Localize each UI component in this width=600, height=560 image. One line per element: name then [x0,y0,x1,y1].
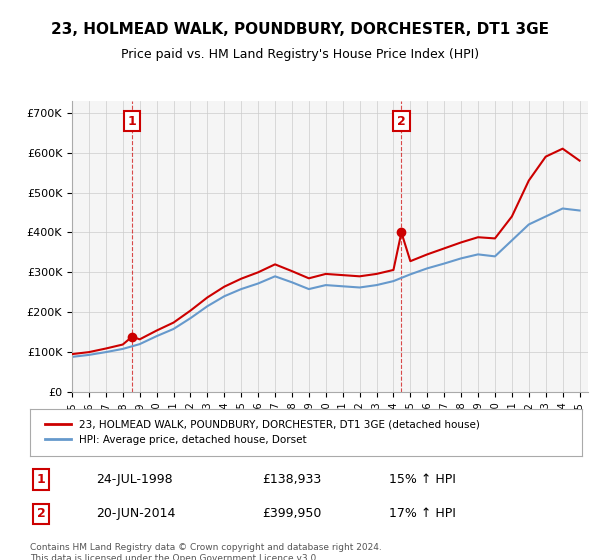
Text: 1: 1 [37,473,46,486]
Text: 23, HOLMEAD WALK, POUNDBURY, DORCHESTER, DT1 3GE: 23, HOLMEAD WALK, POUNDBURY, DORCHESTER,… [51,22,549,38]
Text: £138,933: £138,933 [262,473,321,486]
Text: Contains HM Land Registry data © Crown copyright and database right 2024.
This d: Contains HM Land Registry data © Crown c… [30,543,382,560]
Text: 17% ↑ HPI: 17% ↑ HPI [389,507,455,520]
Text: Price paid vs. HM Land Registry's House Price Index (HPI): Price paid vs. HM Land Registry's House … [121,48,479,60]
Text: 1: 1 [128,115,137,128]
Text: £399,950: £399,950 [262,507,321,520]
Text: 24-JUL-1998: 24-JUL-1998 [96,473,173,486]
Text: 2: 2 [37,507,46,520]
Legend: 23, HOLMEAD WALK, POUNDBURY, DORCHESTER, DT1 3GE (detached house), HPI: Average : 23, HOLMEAD WALK, POUNDBURY, DORCHESTER,… [41,416,484,450]
Text: 20-JUN-2014: 20-JUN-2014 [96,507,176,520]
Text: 2: 2 [397,115,406,128]
Text: 15% ↑ HPI: 15% ↑ HPI [389,473,455,486]
